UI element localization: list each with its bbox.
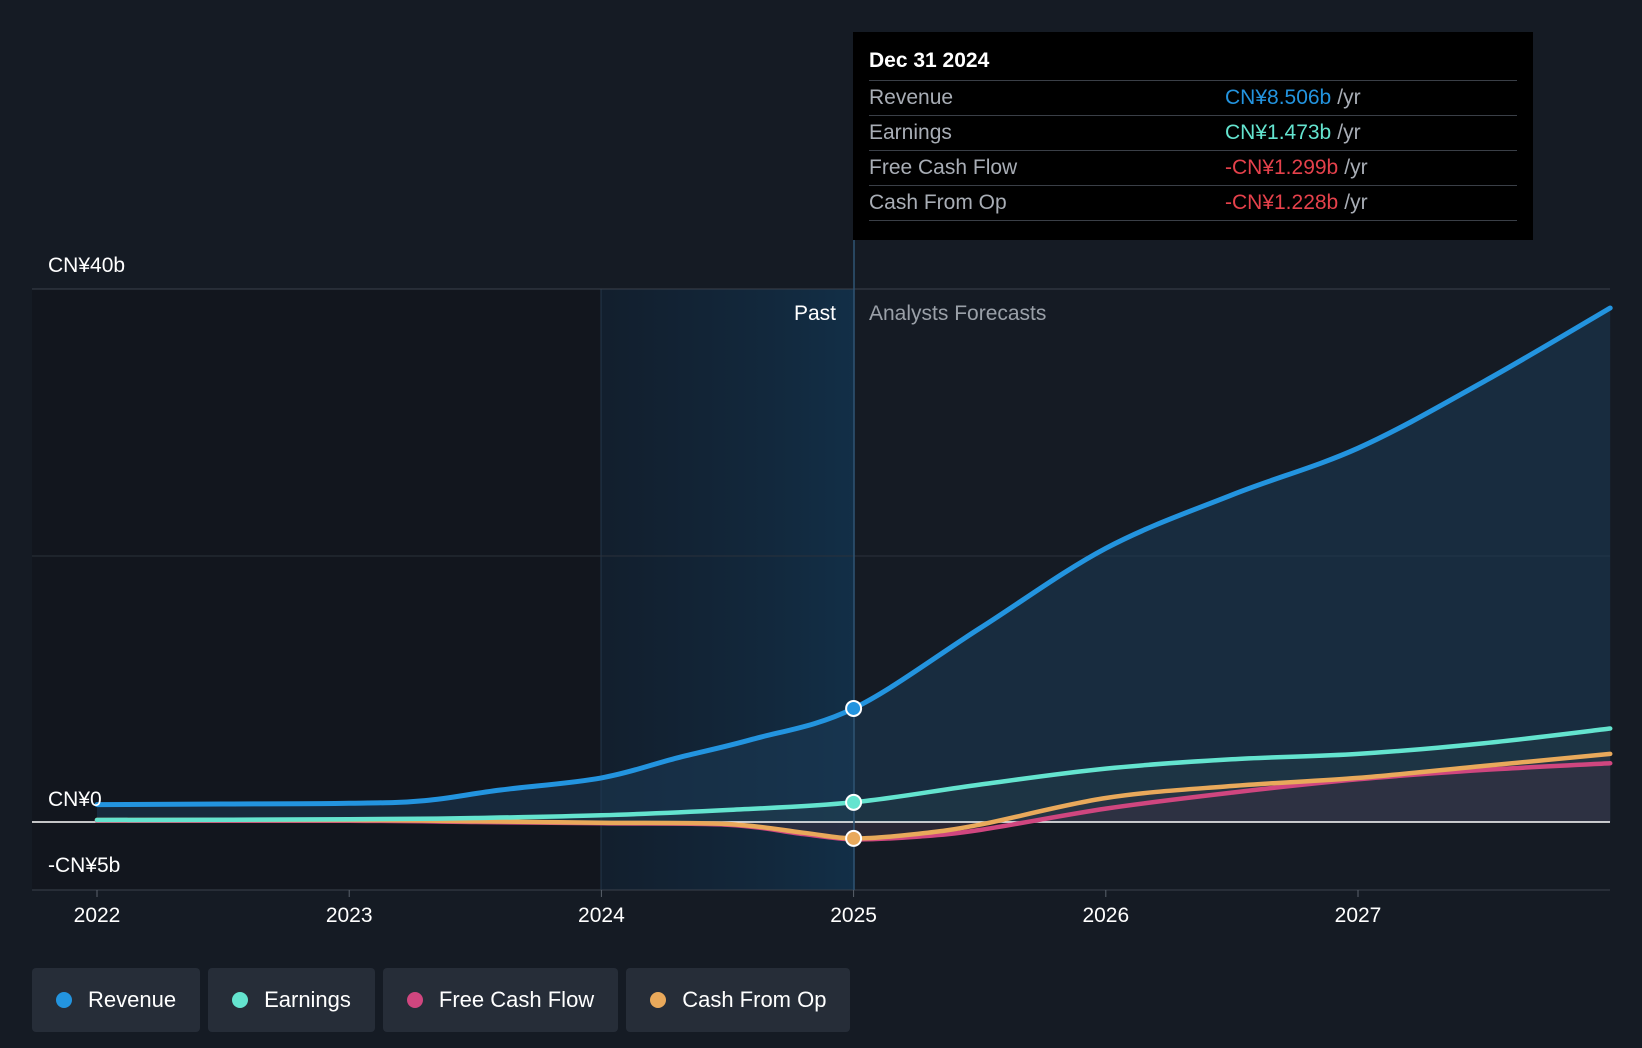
legend: Revenue Earnings Free Cash Flow Cash Fro…	[32, 968, 851, 1032]
line-revenue	[94, 305, 1613, 808]
area-fills	[97, 308, 1611, 840]
tooltip-row-value: CN¥1.473b	[1225, 121, 1332, 144]
area-revenue	[97, 308, 1611, 822]
y-label-top: CN¥40b	[48, 254, 125, 277]
tooltip-row-unit: /yr	[1337, 86, 1361, 109]
tooltip-row-unit: /yr	[1344, 191, 1368, 214]
legend-label: Cash From Op	[682, 987, 827, 1012]
tooltip-row-value: CN¥8.506b	[1225, 86, 1332, 109]
legend-item-cash-from-op[interactable]: Cash From Op	[626, 968, 851, 1032]
x-tick-label: 2022	[74, 904, 121, 927]
y-label-bottom: -CN¥5b	[48, 854, 120, 877]
x-tick-label: 2026	[1082, 904, 1129, 927]
tooltip-row-name: Free Cash Flow	[869, 156, 1018, 179]
line-earnings	[94, 726, 1613, 823]
tooltip-row-revenue: Revenue CN¥8.506b /yr	[869, 80, 1517, 115]
x-tick-label: 2025	[830, 904, 877, 927]
legend-item-free-cash-flow[interactable]: Free Cash Flow	[382, 968, 619, 1032]
legend-item-earnings[interactable]: Earnings	[208, 968, 375, 1032]
area-cash-from-op	[97, 753, 1611, 839]
tooltip-row-unit: /yr	[1337, 121, 1361, 144]
area-free-cash-flow	[97, 763, 1611, 840]
series-lines	[94, 305, 1613, 842]
area-earnings	[97, 728, 1611, 822]
tooltip-row-name: Revenue	[869, 86, 954, 109]
line-cash-from-op	[94, 751, 1613, 841]
legend-label: Earnings	[264, 987, 351, 1012]
dot-cash-from-op	[845, 829, 863, 847]
legend-dot-icon	[56, 992, 72, 1008]
highlight-dots	[845, 699, 863, 847]
x-ticks: 2022 2023 2024 2025 2026 2027	[74, 890, 1382, 927]
dot-earnings	[845, 793, 863, 811]
tooltip: Dec 31 2024 Revenue CN¥8.506b /yr Earnin…	[853, 32, 1533, 240]
tooltip-row-earnings: Earnings CN¥1.473b /yr	[869, 115, 1517, 150]
tooltip-row-name: Earnings	[869, 121, 952, 144]
legend-item-revenue[interactable]: Revenue	[32, 968, 201, 1032]
y-label-zero: CN¥0	[48, 788, 102, 811]
dot-revenue	[845, 699, 863, 717]
tooltip-row-name: Cash From Op	[869, 191, 1007, 214]
forecast-label: Analysts Forecasts	[869, 302, 1046, 325]
tooltip-row-cash-from-op: Cash From Op -CN¥1.228b /yr	[869, 185, 1517, 221]
x-tick-label: 2023	[326, 904, 373, 927]
tooltip-row-unit: /yr	[1344, 156, 1368, 179]
tooltip-date: Dec 31 2024	[869, 49, 990, 72]
legend-dot-icon	[232, 992, 249, 1008]
legend-dot-icon	[406, 992, 423, 1008]
past-label: Past	[794, 302, 836, 325]
legend-dot-icon	[650, 992, 667, 1008]
x-tick-label: 2024	[578, 904, 625, 927]
legend-label: Revenue	[88, 987, 177, 1012]
x-tick-label: 2027	[1335, 904, 1382, 927]
tooltip-row-value: -CN¥1.228b	[1225, 191, 1339, 214]
tooltip-row-value: -CN¥1.299b	[1225, 156, 1339, 179]
legend-label: Free Cash Flow	[438, 987, 595, 1012]
tooltip-row-free-cash-flow: Free Cash Flow -CN¥1.299b /yr	[869, 150, 1517, 185]
